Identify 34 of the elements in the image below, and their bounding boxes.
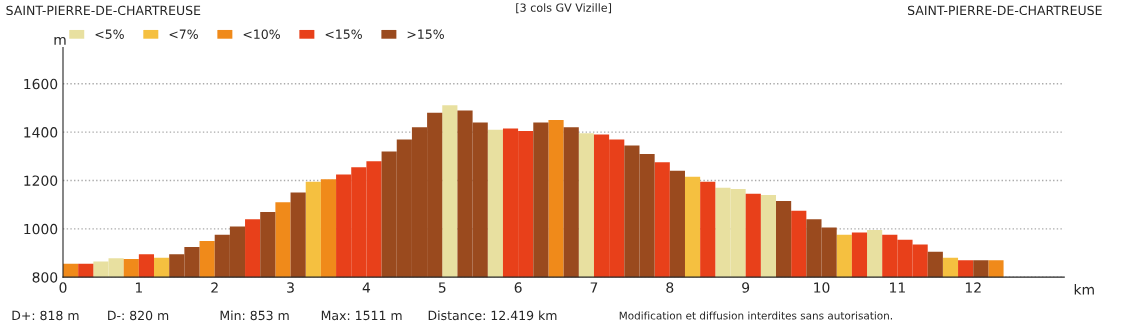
y-tick-label: 1600 (24, 78, 58, 90)
y-tick-label: 1200 (24, 175, 58, 186)
x-tick-label: 10 (814, 282, 830, 293)
x-tick-label: 0 (59, 282, 67, 293)
x-axis-title: km (1074, 284, 1094, 295)
x-tick-label: 9 (742, 282, 750, 293)
text: Min: 853 m (220, 310, 289, 321)
text: Max: 1511 m (321, 310, 402, 321)
text: SAINT-PIERRE-DE-CHARTREUSE (907, 5, 1102, 16)
x-tick-label: 1 (135, 282, 142, 293)
text: D+: 818 m (12, 310, 79, 321)
y-tick-label: 1000 (24, 223, 58, 235)
x-tick-label: 2 (211, 282, 218, 293)
x-tick-label: 3 (287, 282, 294, 293)
x-tick-label: 7 (590, 282, 598, 293)
x-tick-label: 4 (362, 282, 371, 293)
legend-label: <15% (325, 29, 362, 39)
legend-label: <10% (243, 29, 280, 39)
x-tick-label: 6 (514, 282, 522, 293)
x-tick-label: 11 (890, 282, 905, 293)
chart-title: [3 cols GV Vizille] (516, 3, 612, 14)
x-tick-label: 12 (965, 282, 981, 293)
y-axis-title: m (54, 36, 66, 45)
x-tick-label: 8 (666, 282, 674, 293)
y-tick-label: 800 (32, 272, 58, 283)
text: D-: 820 m (108, 310, 169, 321)
text: Distance: 12.419 km (428, 310, 557, 321)
text: Modification et diffusion interdites sans autorisation. (619, 311, 892, 320)
legend-label: <7% (169, 29, 198, 39)
legend-label: >15% (407, 29, 444, 39)
y-tick-label: 1400 (24, 127, 58, 138)
x-tick-label: 5 (438, 282, 446, 293)
legend-label: <5% (95, 29, 124, 39)
text: SAINT-PIERRE-DE-CHARTREUSE (6, 5, 201, 16)
